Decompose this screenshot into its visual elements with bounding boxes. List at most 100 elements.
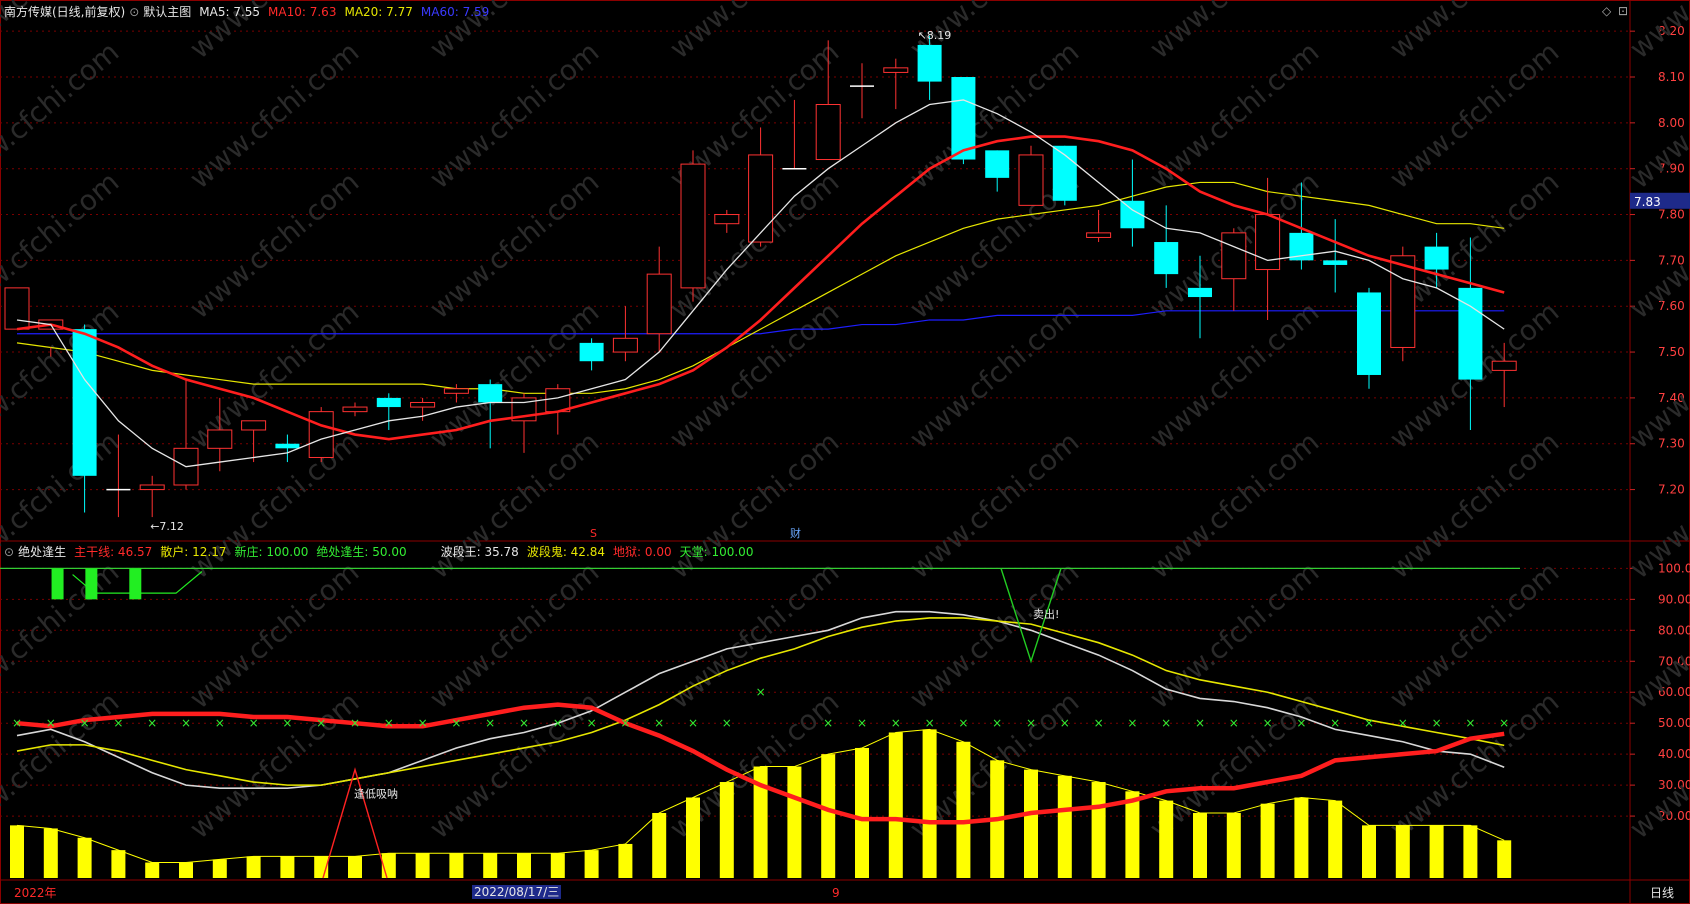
- jcfs-marker: ×: [451, 716, 461, 730]
- indicator-icon[interactable]: ⊙: [4, 545, 15, 559]
- main-line-label: 主干线: 46.57: [74, 545, 153, 559]
- cursor-date-label: 2022/08/17/三: [472, 885, 562, 899]
- ma20-line: [16, 181, 1505, 394]
- jcfs-marker: ×: [1127, 716, 1137, 730]
- buy-signal: [322, 767, 388, 879]
- jcfs-marker: ×: [1465, 716, 1475, 730]
- jcfs-marker: ×: [249, 716, 259, 730]
- retail-bar: [753, 766, 768, 878]
- retail-bar: [1226, 812, 1241, 878]
- jcfs-marker: ×: [654, 716, 664, 730]
- retail-bar: [1463, 825, 1478, 878]
- jcfs-marker: ×: [891, 716, 901, 730]
- retail-bar: [212, 859, 227, 878]
- retail-bar: [1294, 797, 1309, 878]
- buy-label: 逢低吸呐: [354, 788, 398, 801]
- jcfs-marker: ×: [1398, 716, 1408, 730]
- candle-body: [1424, 246, 1449, 270]
- retail-line: [16, 728, 1505, 864]
- candle-body: [646, 273, 672, 335]
- candle-body: [748, 154, 774, 243]
- high-label: ↖8.19: [918, 29, 952, 42]
- candle-body: [815, 104, 841, 161]
- settings-icon[interactable]: ⊙: [129, 5, 140, 19]
- new-dealer-bar: [51, 568, 64, 600]
- expand-icon[interactable]: ⊡: [1618, 4, 1629, 18]
- candle-body: [1018, 154, 1044, 206]
- jcfs-marker: ×: [12, 716, 22, 730]
- retail-bar: [1497, 840, 1512, 878]
- candle-body: [139, 484, 165, 491]
- y-tick-label: 7.70: [1658, 253, 1685, 267]
- month-label: 9: [832, 886, 840, 900]
- jcfs-marker: ×: [1060, 716, 1070, 730]
- candle-body: [308, 411, 334, 458]
- retail-bar: [145, 862, 160, 878]
- y-tick-label: 60.00: [1658, 685, 1690, 699]
- retail-bar: [1159, 800, 1174, 878]
- new-dealer-line: [72, 571, 203, 594]
- retail-bar: [821, 754, 836, 878]
- jcfs-marker: ×: [215, 716, 225, 730]
- main-chart-label[interactable]: 默认主图: [143, 5, 192, 19]
- retail-bar: [280, 856, 295, 878]
- candle-body: [917, 44, 942, 82]
- heaven-label: 天堂: 100.00: [679, 545, 754, 559]
- candle-body: [4, 287, 30, 330]
- retail-bar: [584, 850, 599, 878]
- watermark-text: www.cfchi.com: [1623, 0, 1690, 65]
- sell-signal: [1000, 568, 1062, 664]
- retail-bar: [483, 853, 498, 878]
- y-tick-label: 30.00: [1658, 778, 1690, 792]
- year-label: 2022年: [14, 886, 57, 900]
- candle-body: [612, 337, 638, 353]
- current-price-box: [1630, 192, 1690, 209]
- diamond-icon[interactable]: ◇: [1602, 4, 1612, 18]
- candle-body: [443, 388, 469, 394]
- period-label[interactable]: 日线: [1650, 886, 1675, 900]
- watermark-text: www.cfchi.com: [1623, 295, 1690, 455]
- jcfs-marker: ×: [147, 716, 157, 730]
- retail-bar: [1328, 800, 1343, 878]
- y-tick-label: 20.00: [1658, 809, 1690, 823]
- indicator-name[interactable]: 绝处逢生: [18, 545, 67, 559]
- finance-marker: 财: [790, 526, 801, 540]
- y-tick-label: 100.0: [1658, 561, 1690, 575]
- retail-bar: [449, 853, 464, 878]
- watermark-text: www.cfchi.com: [0, 685, 125, 845]
- retail-bar: [719, 782, 734, 878]
- candle-body: [985, 150, 1010, 178]
- y-tick-label: 7.20: [1658, 483, 1685, 497]
- retail-bar: [1362, 825, 1376, 878]
- candle-body: [376, 397, 401, 408]
- wave-king-label: 波段王: 35.78: [440, 545, 519, 559]
- candle-body: [207, 429, 233, 449]
- jcfs-marker: ×: [1364, 716, 1374, 730]
- y-tick-label: 8.20: [1658, 24, 1685, 38]
- stock-title[interactable]: 南方传媒(日线,前复权): [4, 5, 126, 19]
- jcfs-marker: ×: [620, 716, 630, 730]
- candle-body: [714, 214, 740, 225]
- candle-body: [1458, 287, 1483, 380]
- jcfs-marker: ×: [857, 716, 867, 730]
- retail-bar: [618, 843, 633, 878]
- retail-bar: [652, 812, 667, 878]
- jcfs-marker: ×: [1499, 716, 1509, 730]
- sub-chart-header: ⊙ 绝处逢生 主干线: 46.57 散户: 12.17 新庄: 100.00 绝处逢生: …: [4, 545, 761, 559]
- candle-body: [1052, 145, 1077, 201]
- hell-label: 地狱: 0.00: [613, 545, 672, 559]
- candle-body: [241, 420, 267, 431]
- candle-body: [478, 384, 503, 403]
- retail-bar: [1260, 803, 1275, 878]
- y-tick-label: 70.00: [1658, 654, 1690, 668]
- jcfs-marker: ×: [350, 716, 360, 730]
- ma60-line: [17, 310, 1505, 335]
- ma20-label: MA20: 7.77: [344, 5, 413, 19]
- jcfs-marker: ×: [925, 716, 935, 730]
- jcfs-marker: ×: [1161, 716, 1171, 730]
- retail-bar: [179, 862, 193, 878]
- retail-label: 散户: 12.17: [160, 545, 227, 559]
- retail-bar: [10, 825, 24, 878]
